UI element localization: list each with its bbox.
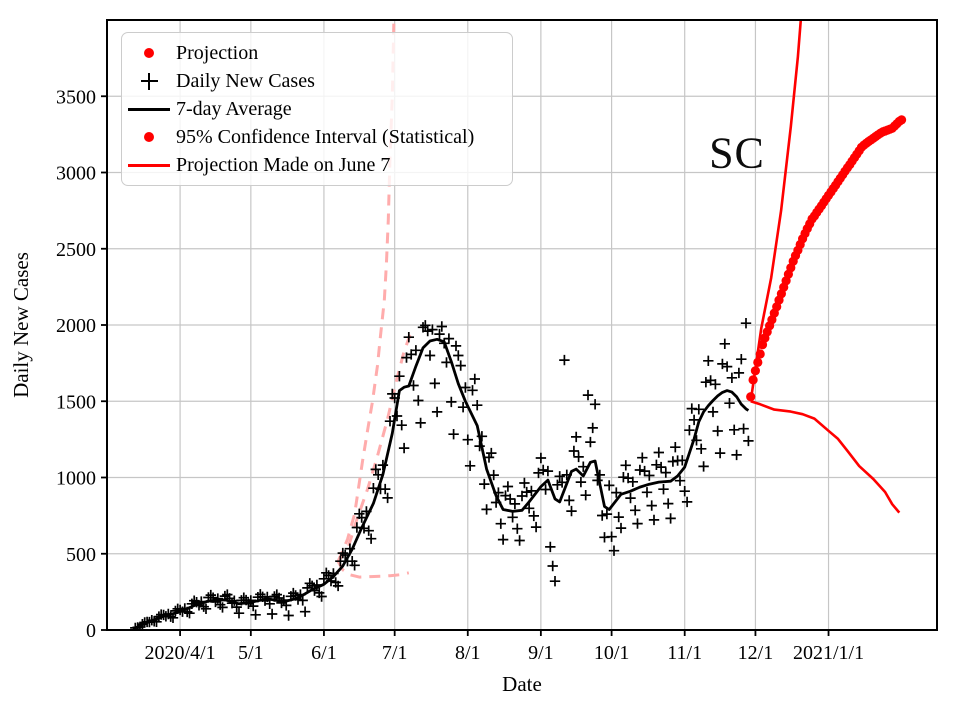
svg-text:2500: 2500 — [56, 239, 96, 261]
ci-dot-icon — [144, 132, 154, 142]
series-june-7-projection-upper-bound — [336, 20, 396, 562]
series-95-confidence-interval-lower — [750, 400, 901, 514]
series-7-day-average — [132, 337, 750, 630]
series-95-confidence-interval-upper — [749, 20, 803, 402]
svg-text:500: 500 — [66, 544, 96, 566]
series-june-7-projection-mean — [336, 330, 415, 563]
series-layer — [130, 20, 907, 630]
legend-row-daily-new-cases: Daily New Cases — [122, 67, 512, 95]
series-june-7-projection-lower-bound — [336, 560, 410, 579]
svg-text:11/1: 11/1 — [667, 642, 702, 664]
svg-text:Daily New Cases: Daily New Cases — [9, 252, 33, 398]
svg-text:Date: Date — [502, 672, 542, 696]
svg-text:2021/1/1: 2021/1/1 — [793, 642, 864, 664]
plus-marker-icon — [140, 72, 158, 90]
legend-label-confidence-interval: 95% Confidence Interval (Statistical) — [176, 126, 475, 148]
series-daily-new-cases-scatter — [130, 318, 754, 630]
svg-text:6/1: 6/1 — [311, 642, 337, 664]
legend-row-june7-projection: Projection Made on June 7 — [122, 151, 512, 179]
legend-label-june7-projection: Projection Made on June 7 — [176, 154, 391, 176]
legend: Projection Daily New Cases 7-day Average… — [121, 32, 513, 186]
legend-row-projection: Projection — [122, 39, 512, 67]
state-annotation: SC — [709, 128, 765, 178]
red-line-icon — [128, 163, 170, 167]
svg-text:2020/4/1: 2020/4/1 — [145, 642, 216, 664]
svg-text:3500: 3500 — [56, 86, 96, 108]
svg-text:2000: 2000 — [56, 315, 96, 337]
svg-text:0: 0 — [86, 620, 96, 642]
svg-text:7/1: 7/1 — [382, 642, 408, 664]
svg-text:8/1: 8/1 — [455, 642, 481, 664]
projection-dot-icon — [144, 48, 154, 58]
svg-text:5/1: 5/1 — [238, 642, 264, 664]
legend-row-confidence-interval: 95% Confidence Interval (Statistical) — [122, 123, 512, 151]
black-line-icon — [128, 107, 170, 111]
legend-label-7day-average: 7-day Average — [176, 98, 292, 120]
series-projection-dots — [746, 115, 907, 402]
svg-text:12/1: 12/1 — [738, 642, 774, 664]
axis-ticks-and-labels: 2020/4/1 5/1 6/1 7/1 8/1 9/1 10/1 11/1 12/1 2021/… — [9, 86, 864, 696]
svg-text:1500: 1500 — [56, 391, 96, 413]
svg-text:3000: 3000 — [56, 163, 96, 185]
legend-label-projection: Projection — [176, 42, 259, 64]
legend-row-7day-average: 7-day Average — [122, 95, 512, 123]
svg-text:9/1: 9/1 — [528, 642, 554, 664]
legend-label-daily-new-cases: Daily New Cases — [176, 70, 315, 92]
grid — [107, 20, 937, 630]
svg-text:1000: 1000 — [56, 468, 96, 490]
svg-text:10/1: 10/1 — [594, 642, 630, 664]
